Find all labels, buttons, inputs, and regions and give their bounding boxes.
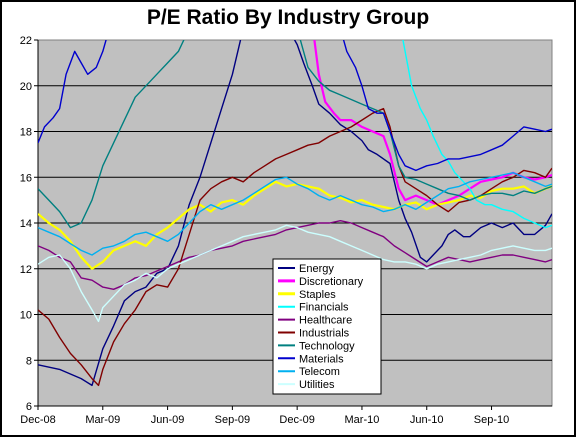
legend-label: Discretionary (299, 276, 364, 288)
series-line-technology (38, 40, 552, 229)
legend: EnergyDiscretionaryStaplesFinancialsHeal… (272, 258, 382, 395)
y-tick-label: 14 (20, 218, 32, 230)
x-tick-label: Mar-10 (345, 414, 380, 426)
series-line-telecom (38, 171, 552, 256)
legend-label: Industrials (299, 328, 350, 340)
axes: 6 8 10 12 14 16 18 20 22 Dec-08 Mar-09 Jun-09 Sep-09… (20, 35, 552, 426)
series-lines (38, 40, 552, 387)
series-line-energy (38, 40, 552, 387)
series-line-materials (38, 40, 552, 172)
series-line-financials (402, 40, 552, 229)
x-tick-label: Sep-09 (215, 414, 250, 426)
x-tick-label: Mar-09 (85, 414, 120, 426)
series-line-industrials (38, 107, 552, 387)
series-line-utilities (38, 224, 552, 323)
x-tick-label: Dec-08 (20, 414, 55, 426)
legend-label: Technology (299, 340, 355, 352)
legend-label: Staples (299, 289, 336, 301)
legend-label: Utilities (299, 379, 335, 391)
y-tick-label: 6 (26, 401, 32, 413)
y-tick-label: 22 (20, 35, 32, 47)
legend-label: Materials (299, 353, 344, 365)
y-tick-label: 16 (20, 172, 32, 184)
y-tick-label: 18 (20, 127, 32, 139)
y-tick-label: 10 (20, 310, 32, 322)
x-tick-label: Jun-10 (410, 414, 444, 426)
x-tick-label: Dec-09 (279, 414, 314, 426)
legend-label: Energy (299, 263, 334, 275)
legend-label: Healthcare (299, 315, 352, 327)
y-tick-label: 8 (26, 355, 32, 367)
legend-label: Financials (299, 302, 349, 314)
y-tick-label: 12 (20, 264, 32, 276)
x-tick-label: Jun-09 (151, 414, 185, 426)
y-tick-label: 20 (20, 81, 32, 93)
x-tick-label: Sep-10 (474, 414, 509, 426)
legend-label: Telecom (299, 366, 340, 378)
chart-title: P/E Ratio By Industry Group (146, 6, 430, 29)
